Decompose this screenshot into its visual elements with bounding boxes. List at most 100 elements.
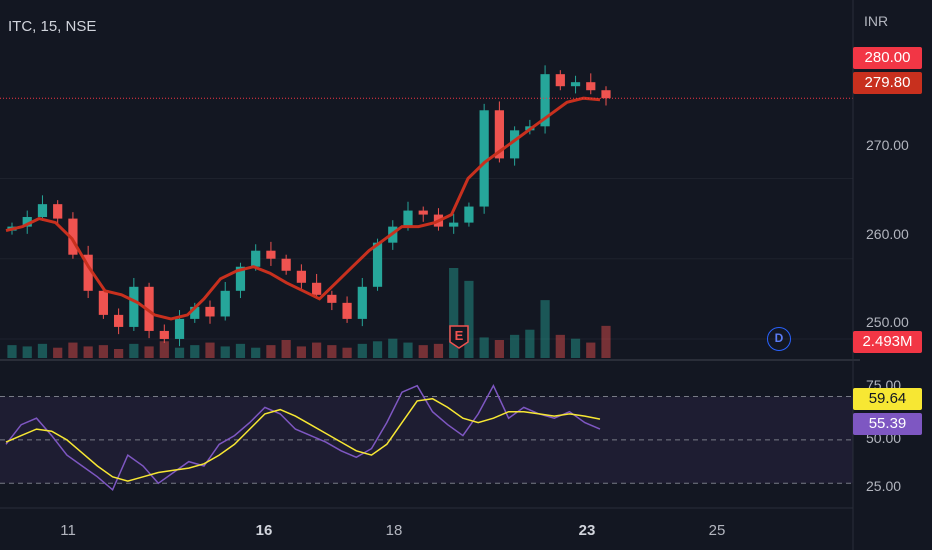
candle-body: [205, 306, 215, 317]
volume-bar: [433, 343, 444, 358]
candle-body: [464, 206, 474, 223]
volume-bar: [312, 342, 322, 358]
candle-body: [174, 318, 185, 339]
volume-bar: [144, 346, 154, 358]
volume-bar: [98, 345, 108, 358]
candle-body: [494, 110, 504, 159]
candle-body: [266, 250, 276, 259]
candle-body: [220, 290, 230, 317]
rsi-value-badge: 55.39: [853, 413, 922, 435]
candle-body: [342, 302, 352, 319]
volume-bar: [586, 342, 596, 358]
volume-bar: [570, 338, 581, 358]
candle-body: [479, 110, 489, 207]
price-axis-label: 250.00: [866, 314, 909, 330]
volume-bar: [235, 343, 246, 358]
volume-bar: [205, 342, 215, 358]
volume-bar: [68, 342, 78, 358]
earnings-marker-label: E: [454, 328, 464, 343]
volume-bar: [494, 340, 504, 358]
volume-bar: [388, 338, 398, 358]
candle-body: [98, 290, 108, 315]
candle-body: [144, 286, 154, 331]
last-price-badge: 280.00: [853, 47, 922, 69]
candle-body: [570, 82, 581, 87]
volume-bar: [510, 334, 520, 358]
candle-body: [68, 218, 78, 255]
time-axis-label: 18: [385, 522, 403, 539]
currency-label: INR: [864, 13, 889, 29]
candle-body: [83, 254, 93, 291]
dividend-event-marker[interactable]: D: [767, 327, 791, 351]
candle-body: [22, 216, 32, 227]
volume-bars: [7, 268, 611, 358]
volume-bar: [22, 346, 32, 358]
volume-bar: [479, 337, 489, 358]
volume-bar: [114, 349, 124, 358]
price-axis-label: 270.00: [866, 137, 909, 153]
volume-bar: [418, 345, 428, 358]
candle-body: [129, 286, 139, 327]
earnings-event-marker[interactable]: E: [449, 325, 469, 349]
candle-body: [281, 258, 291, 271]
ma-value-badge: 279.80: [853, 72, 922, 94]
candle-body: [190, 306, 200, 319]
volume-bar: [372, 341, 383, 358]
volume-bar: [53, 347, 63, 358]
time-axis-label: 25: [708, 522, 726, 539]
candle-body: [312, 282, 322, 295]
candle-body: [114, 314, 124, 327]
time-axis-label: 16: [255, 522, 273, 539]
time-axis-label: 23: [578, 522, 596, 539]
time-axis-label: 11: [60, 522, 76, 539]
volume-bar: [525, 329, 535, 358]
volume-bar: [174, 347, 185, 358]
volume-bar: [83, 346, 93, 358]
candle-body: [601, 90, 611, 99]
volume-bar: [449, 268, 459, 358]
rsi-ma-badge: 59.64: [853, 388, 922, 410]
candle-body: [296, 270, 306, 283]
volume-bar: [540, 300, 550, 358]
volume-bar: [266, 345, 276, 358]
rsi-ma-line: [5, 397, 601, 482]
volume-badge: 2.493M: [853, 331, 922, 353]
volume-bar: [296, 346, 306, 358]
volume-bar: [220, 346, 230, 358]
candle-body: [327, 294, 337, 303]
candle-body: [251, 250, 261, 267]
volume-bar: [190, 345, 200, 358]
candle-body: [540, 74, 550, 127]
candle-body: [403, 210, 413, 227]
volume-bar: [159, 341, 169, 358]
volume-bar: [464, 280, 474, 358]
volume-bar: [357, 343, 367, 358]
volume-bar: [327, 345, 337, 358]
chart-title[interactable]: ITC, 15, NSE: [8, 18, 97, 35]
volume-bar: [129, 343, 139, 358]
price-axis-label: 260.00: [866, 226, 909, 242]
rsi-axis-label: 25.00: [866, 478, 902, 494]
candle-body: [235, 266, 246, 291]
volume-bar: [37, 343, 48, 358]
volume-bar: [281, 340, 291, 358]
moving-average-line: [5, 96, 601, 321]
candle-body: [372, 242, 383, 287]
earnings-marker-shape: [449, 325, 469, 349]
candle-body: [159, 330, 169, 339]
candle-body: [53, 204, 63, 219]
volume-bar: [403, 342, 413, 358]
volume-bar: [342, 347, 352, 358]
candle-body: [357, 286, 367, 319]
grid-lines: [0, 177, 853, 340]
volume-bar: [555, 334, 565, 358]
rsi-line: [5, 384, 601, 492]
candle-body: [555, 74, 565, 87]
volume-bar: [601, 325, 611, 358]
volume-bar: [7, 345, 17, 358]
candle-body: [510, 130, 520, 159]
candle-body: [37, 204, 48, 217]
candle-body: [418, 210, 428, 215]
